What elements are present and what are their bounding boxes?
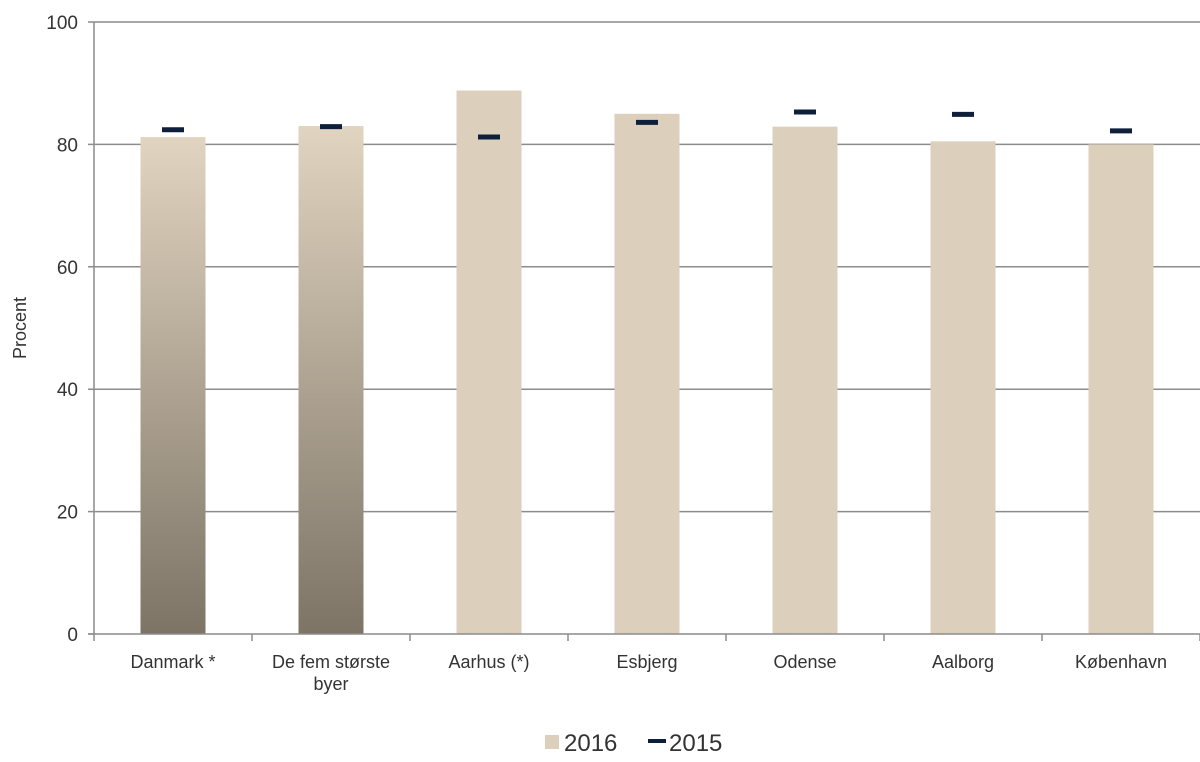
axes xyxy=(88,21,1200,641)
y-axis-title: Procent xyxy=(10,297,30,359)
y-tick-label: 80 xyxy=(57,135,78,156)
y-tick-label: 0 xyxy=(67,625,78,646)
bar-2016 xyxy=(298,126,364,634)
y-tick-label: 40 xyxy=(57,380,78,401)
y-tick-label: 100 xyxy=(46,13,78,34)
legend: 2016 2015 xyxy=(545,730,722,757)
x-tick-label: De fem største xyxy=(272,652,390,672)
x-tick-label: Danmark * xyxy=(130,652,215,672)
bar-2016 xyxy=(614,113,680,635)
bar-2016 xyxy=(930,141,996,634)
bar-2016 xyxy=(140,137,206,634)
y-tick-label: 60 xyxy=(57,258,78,279)
bars-2016 xyxy=(140,90,1154,635)
legend-swatch-2016 xyxy=(545,735,559,749)
x-tick-label: København xyxy=(1075,652,1167,672)
bar-2016 xyxy=(772,126,838,634)
markers-2015 xyxy=(162,109,1132,140)
bar-2016 xyxy=(1088,144,1154,634)
x-tick-label: Aarhus (*) xyxy=(448,652,529,672)
bar-2016 xyxy=(456,90,522,634)
x-tick-label: Esbjerg xyxy=(616,652,677,672)
x-tick-label: Odense xyxy=(773,652,836,672)
legend-label-2016: 2016 xyxy=(564,730,617,757)
x-tick-label: byer xyxy=(313,674,348,694)
legend-label-2015: 2015 xyxy=(669,730,722,757)
y-tick-label: 20 xyxy=(57,503,78,524)
x-tick-label: Aalborg xyxy=(932,652,994,672)
